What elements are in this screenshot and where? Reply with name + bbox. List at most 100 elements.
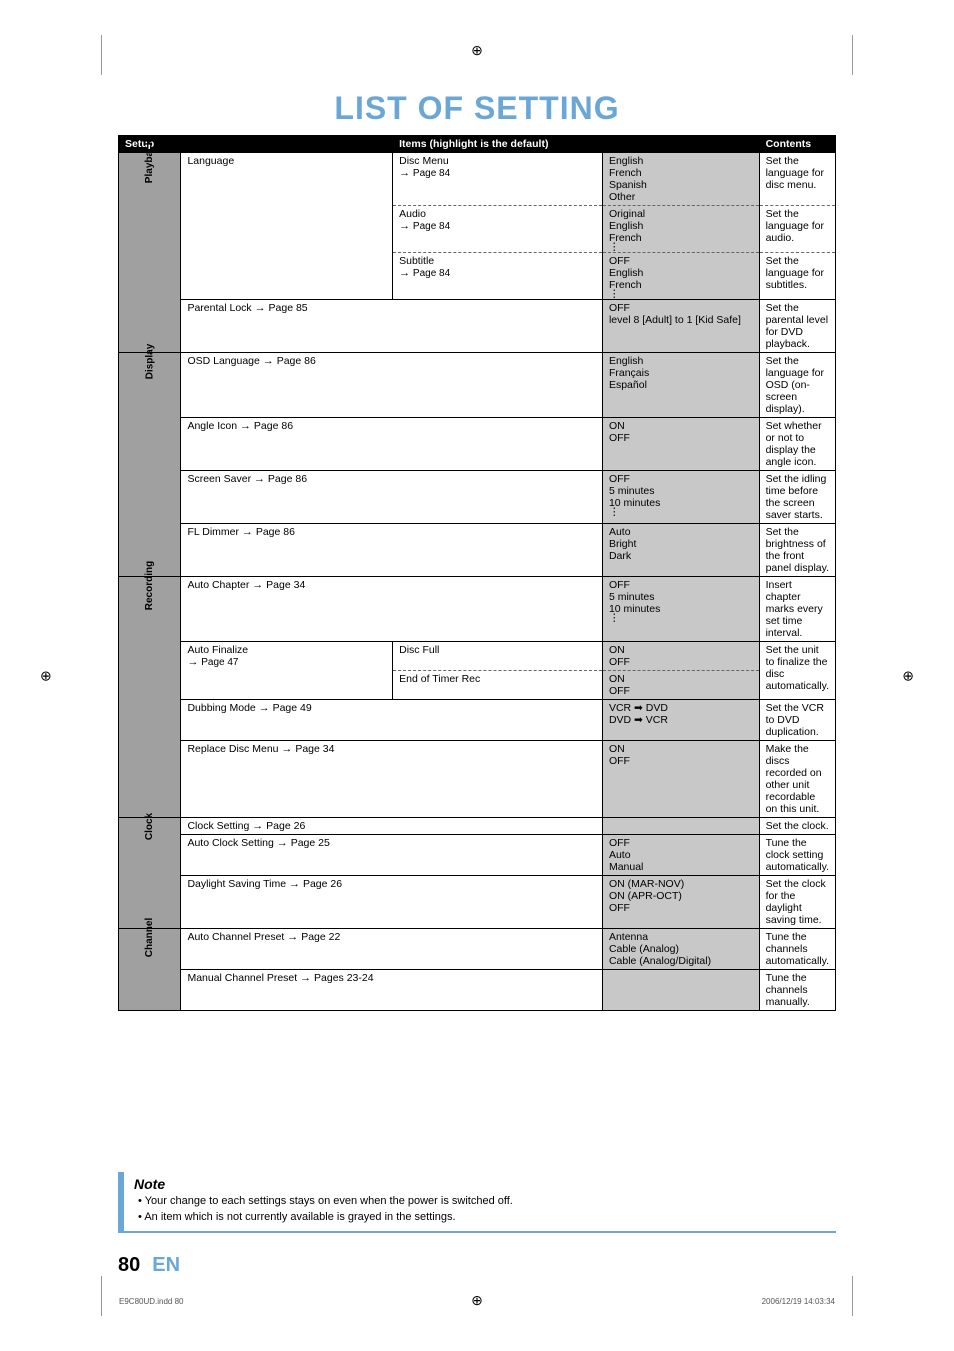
desc-audio: Set the language for audio.	[759, 206, 835, 253]
crop-mark	[94, 1276, 102, 1316]
subitem-disc-full: Disc Full	[393, 642, 603, 671]
desc-auto-clock: Tune the clock setting automatically.	[759, 835, 835, 876]
item-auto-channel: Auto Channel Preset → Page 22	[181, 929, 603, 970]
table-row: FL Dimmer → Page 86 Auto Bright Dark Set…	[119, 524, 836, 577]
col-setup: Setup	[119, 136, 393, 153]
desc-saver: Set the idling time before the screen sa…	[759, 471, 835, 524]
values-saver: OFF 5 minutes 10 minutes⋮	[602, 471, 759, 524]
arrow-icon: →	[263, 355, 274, 367]
table-row: Recording Auto Chapter → Page 34 OFF 5 m…	[119, 577, 836, 642]
values-manual-channel	[602, 970, 759, 1011]
item-replace-disc: Replace Disc Menu → Page 34	[181, 741, 603, 818]
arrow-icon: →	[187, 656, 198, 668]
table-row: Manual Channel Preset → Pages 23-24 Tune…	[119, 970, 836, 1011]
vdots-icon: ⋮	[609, 615, 753, 621]
section-clock: Clock	[119, 818, 181, 929]
table-header-row: Setup Items (highlight is the default) C…	[119, 136, 836, 153]
note-item: Your change to each settings stays on ev…	[138, 1194, 826, 1209]
subitem-end-timer: End of Timer Rec	[393, 671, 603, 700]
values-endtimer: ON OFF	[602, 671, 759, 700]
arrow-icon: →	[259, 702, 270, 714]
item-osd-language: OSD Language → Page 86	[181, 353, 603, 418]
section-recording: Recording	[119, 577, 181, 818]
footer-timestamp: 2006/12/19 14:03:34	[762, 1297, 835, 1306]
values-subtitle: OFF English French⋮	[602, 253, 759, 300]
crop-mark	[94, 35, 102, 75]
subitem-audio: Audio → Page 84	[393, 206, 603, 253]
arrow-icon: →	[289, 878, 300, 890]
values-replace: ON OFF	[602, 741, 759, 818]
table-row: Clock Clock Setting → Page 26 Set the cl…	[119, 818, 836, 835]
table-row: Daylight Saving Time → Page 26 ON (MAR-N…	[119, 876, 836, 929]
desc-auto-channel: Tune the channels automatically.	[759, 929, 835, 970]
table-row: Auto Clock Setting → Page 25 OFF Auto Ma…	[119, 835, 836, 876]
item-dubbing-mode: Dubbing Mode → Page 49	[181, 700, 603, 741]
subitem-disc-menu: Disc Menu → Page 84	[393, 153, 603, 206]
desc-subtitle: Set the language for subtitles.	[759, 253, 835, 300]
arrow-icon: →	[254, 473, 265, 485]
item-dst: Daylight Saving Time → Page 26	[181, 876, 603, 929]
arrow-icon: →	[399, 220, 410, 232]
desc-clockset: Set the clock.	[759, 818, 835, 835]
vdots-icon: ⋮	[609, 509, 753, 515]
register-mark-icon: ⊕	[471, 1292, 483, 1309]
vdots-icon: ⋮	[609, 291, 753, 297]
register-mark-icon: ⊕	[40, 667, 52, 684]
item-angle-icon: Angle Icon → Page 86	[181, 418, 603, 471]
note-item: An item which is not currently available…	[138, 1210, 826, 1225]
desc-finalize: Set the unit to finalize the disc automa…	[759, 642, 835, 700]
table-row: Display OSD Language → Page 86 English F…	[119, 353, 836, 418]
page-number: 80EN	[118, 1254, 180, 1277]
arrow-icon: →	[277, 837, 288, 849]
item-auto-clock: Auto Clock Setting → Page 25	[181, 835, 603, 876]
arrow-icon: →	[281, 743, 292, 755]
item-manual-channel: Manual Channel Preset → Pages 23-24	[181, 970, 603, 1011]
arrow-icon: →	[242, 526, 253, 538]
item-fl-dimmer: FL Dimmer → Page 86	[181, 524, 603, 577]
note-title: Note	[134, 1176, 826, 1192]
table-row: Screen Saver → Page 86 OFF 5 minutes 10 …	[119, 471, 836, 524]
item-parental-lock: Parental Lock → Page 85	[181, 300, 603, 353]
values-disc-menu: English French Spanish Other	[602, 153, 759, 206]
desc-angle: Set whether or not to display the angle …	[759, 418, 835, 471]
footer-doc-id: E9C80UD.indd 80	[119, 1297, 183, 1306]
table-row: Parental Lock → Page 85 OFF level 8 [Adu…	[119, 300, 836, 353]
table-row: Angle Icon → Page 86 ON OFF Set whether …	[119, 418, 836, 471]
arrow-icon: →	[399, 167, 410, 179]
desc-parental: Set the parental level for DVD playback.	[759, 300, 835, 353]
page-title: LIST OF SETTING	[118, 90, 836, 127]
values-clockset	[602, 818, 759, 835]
arrow-icon: →	[252, 579, 263, 591]
crop-mark	[852, 35, 860, 75]
table-row: Dubbing Mode → Page 49 VCR ➡ DVD DVD ➡ V…	[119, 700, 836, 741]
values-auto-clock: OFF Auto Manual	[602, 835, 759, 876]
values-fl: Auto Bright Dark	[602, 524, 759, 577]
arrow-icon: →	[399, 267, 410, 279]
table-row: Replace Disc Menu → Page 34 ON OFF Make …	[119, 741, 836, 818]
values-dubbing: VCR ➡ DVD DVD ➡ VCR	[602, 700, 759, 741]
vdots-icon: ⋮	[609, 244, 753, 250]
desc-manual-channel: Tune the channels manually.	[759, 970, 835, 1011]
values-audio: Original English French⋮	[602, 206, 759, 253]
desc-replace: Make the discs recorded on other unit re…	[759, 741, 835, 818]
arrow-icon: →	[255, 302, 266, 314]
arrow-icon: →	[240, 420, 251, 432]
item-clock-setting: Clock Setting → Page 26	[181, 818, 603, 835]
desc-dst: Set the clock for the daylight saving ti…	[759, 876, 835, 929]
values-chapter: OFF 5 minutes 10 minutes⋮	[602, 577, 759, 642]
values-angle: ON OFF	[602, 418, 759, 471]
arrow-icon: →	[287, 931, 298, 943]
arrow-icon: →	[252, 820, 263, 832]
desc-chapter: Insert chapter marks every set time inte…	[759, 577, 835, 642]
values-osd: English Français Español	[602, 353, 759, 418]
item-auto-finalize: Auto Finalize → Page 47	[181, 642, 393, 700]
desc-osd: Set the language for OSD (on-screen disp…	[759, 353, 835, 418]
table-row: Channel Auto Channel Preset → Page 22 An…	[119, 929, 836, 970]
col-contents: Contents	[759, 136, 835, 153]
values-auto-channel: Antenna Cable (Analog) Cable (Analog/Dig…	[602, 929, 759, 970]
register-mark-icon: ⊕	[902, 667, 914, 684]
desc-fl: Set the brightness of the front panel di…	[759, 524, 835, 577]
settings-table: Setup Items (highlight is the default) C…	[118, 135, 836, 1011]
section-playback: Playback	[119, 153, 181, 353]
arrow-icon: →	[300, 972, 311, 984]
